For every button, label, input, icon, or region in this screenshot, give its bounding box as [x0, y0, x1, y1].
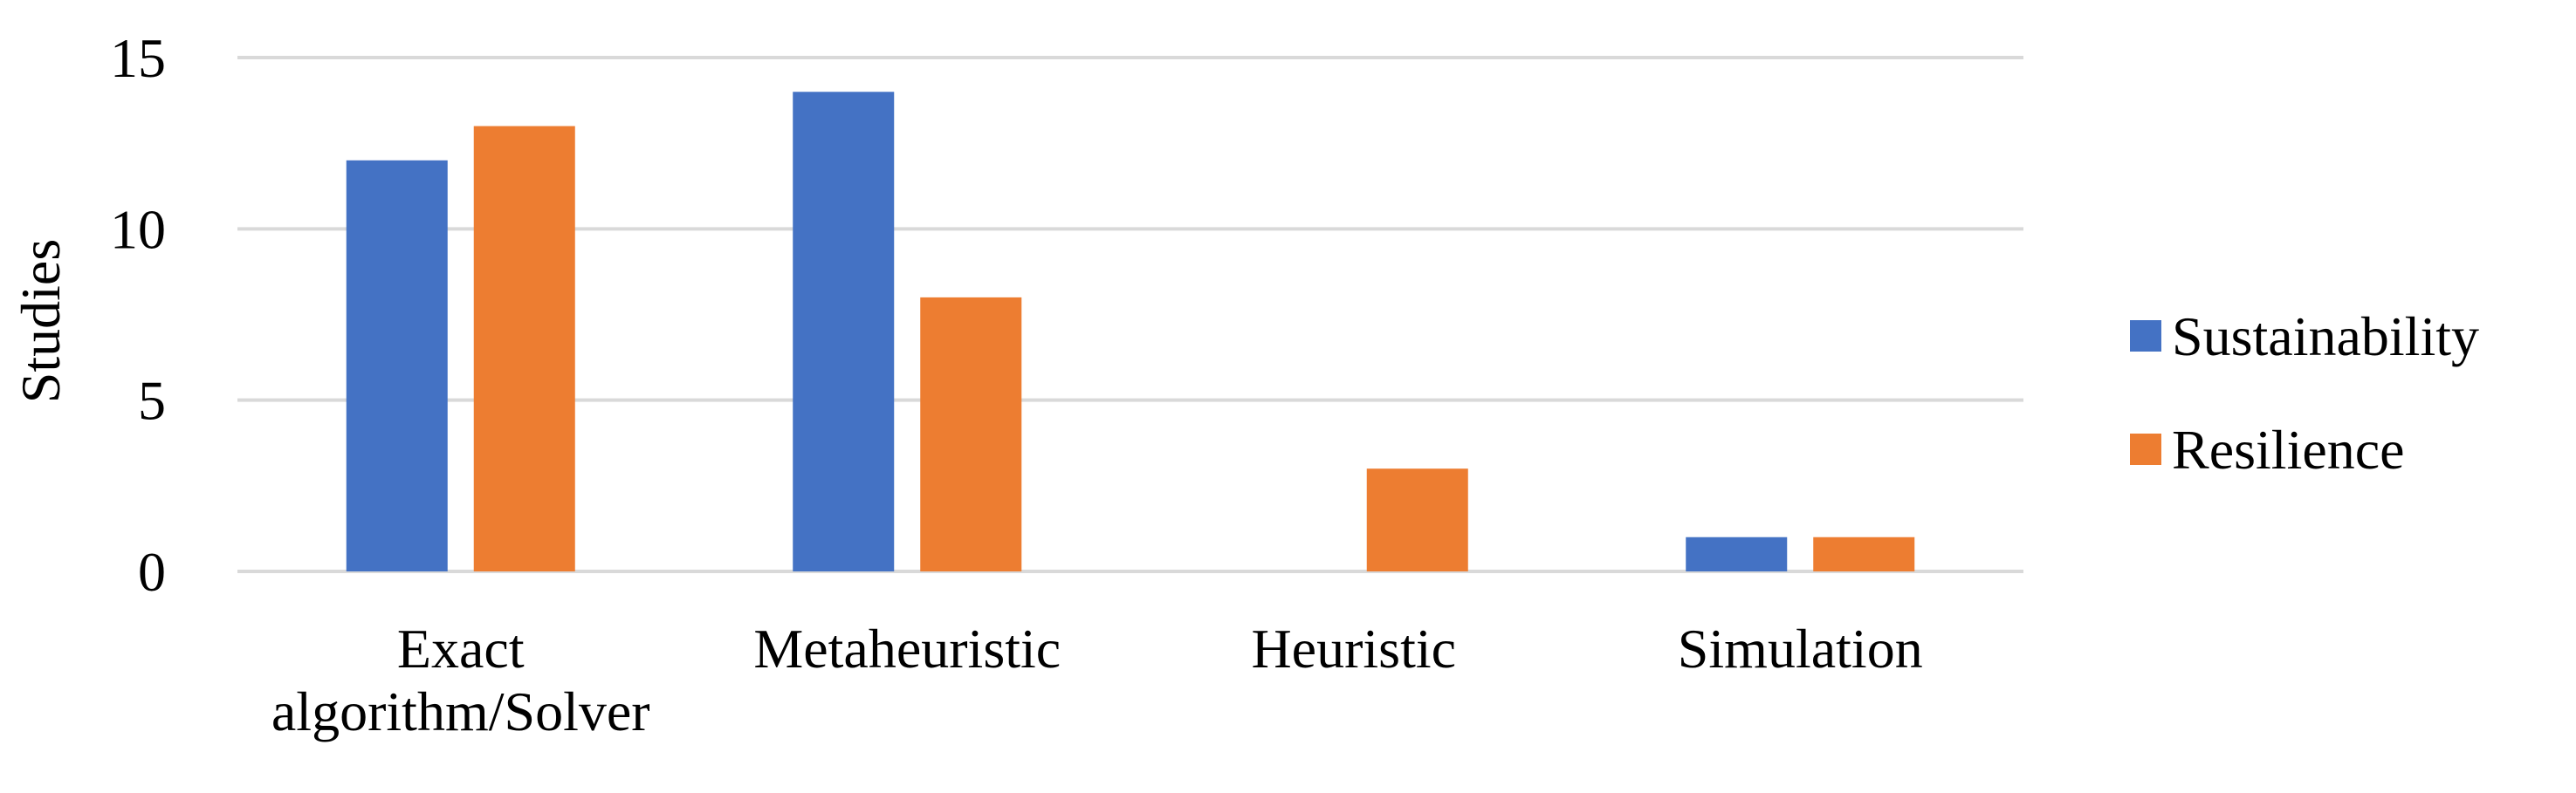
legend-swatch-resilience: [2130, 434, 2161, 465]
legend[interactable]: Sustainability Resilience: [2130, 305, 2479, 481]
bars: [346, 92, 1915, 572]
bar-sustainability-1[interactable]: [793, 92, 895, 572]
bar-sustainability-0[interactable]: [346, 160, 448, 572]
bar-sustainability-3[interactable]: [1686, 537, 1788, 571]
x-category-label: Exact algorithm/Solver: [271, 618, 650, 742]
legend-label-resilience: Resilience: [2172, 419, 2405, 481]
x-category-label-line: Simulation: [1678, 618, 1923, 680]
y-tick-label: 10: [110, 198, 166, 260]
bar-resilience-3[interactable]: [1813, 537, 1915, 571]
bar-resilience-0[interactable]: [473, 126, 575, 572]
x-category-label: Heuristic: [1251, 618, 1456, 680]
x-category-label: Metaheuristic: [753, 618, 1061, 680]
y-tick-label: 0: [138, 541, 166, 603]
x-category-label: Simulation: [1678, 618, 1923, 680]
y-tick-label: 5: [138, 370, 166, 432]
bar-resilience-1[interactable]: [920, 297, 1022, 571]
x-category-label-line: Exact: [397, 618, 525, 680]
y-tick-labels: 0 5 10 15: [110, 27, 166, 603]
legend-swatch-sustainability: [2130, 320, 2161, 352]
y-axis-title: Studies: [10, 239, 72, 403]
x-category-labels: Exact algorithm/Solver Metaheuristic Heuris…: [271, 618, 1923, 742]
legend-label-sustainability: Sustainability: [2172, 305, 2479, 367]
x-category-label-line: Metaheuristic: [753, 618, 1061, 680]
bar-resilience-2[interactable]: [1366, 468, 1468, 571]
x-category-label-line: Heuristic: [1251, 618, 1456, 680]
y-tick-label: 15: [110, 27, 166, 89]
x-category-label-line: algorithm/Solver: [271, 680, 650, 742]
